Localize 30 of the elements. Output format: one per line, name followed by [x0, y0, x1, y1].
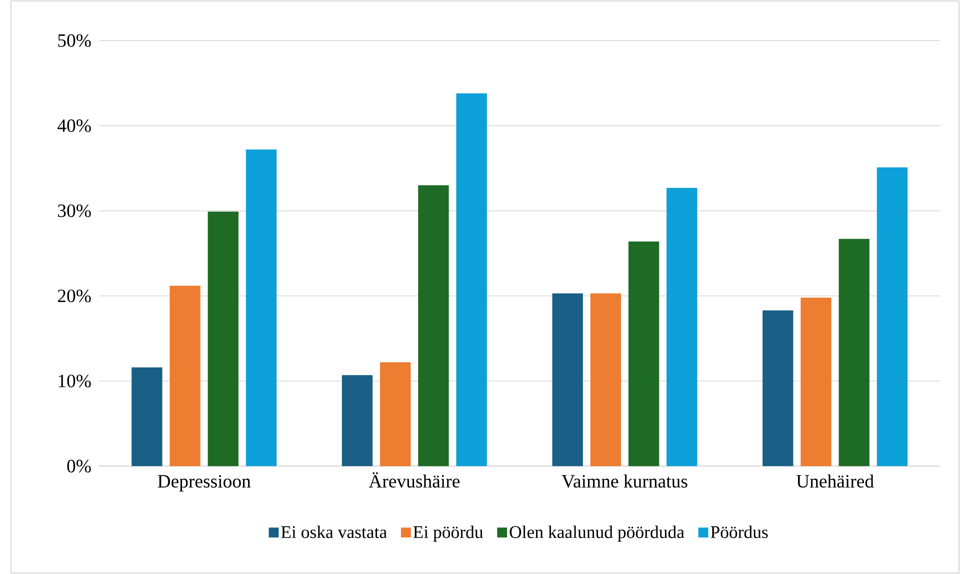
bar [418, 185, 449, 466]
bar [800, 298, 832, 466]
bar [456, 93, 487, 466]
bar [590, 293, 622, 466]
bar [246, 150, 277, 466]
y-tick-label: 20% [58, 290, 91, 302]
y-tick-label: 50% [58, 34, 91, 47]
y-tick-label: 40% [58, 119, 91, 132]
x-tick-label: Ärevushäire [368, 472, 460, 488]
legend-label: Ei oska vastata [281, 526, 387, 538]
bar [628, 241, 660, 466]
legend-label: Ei pöördu [413, 526, 483, 542]
bar [132, 367, 162, 466]
legend-label: Pöördus [710, 526, 768, 538]
bar [552, 293, 583, 466]
y-tick-label: 30% [58, 204, 91, 218]
x-tick-label: Unehäired [796, 474, 874, 488]
bar [666, 188, 698, 466]
bar [380, 362, 411, 466]
x-tick-label: Vaimne kurnatus [562, 474, 688, 488]
bar [838, 238, 870, 466]
bar [208, 212, 238, 466]
y-tick-label: 0% [67, 460, 91, 472]
bar [876, 167, 908, 466]
bar [762, 310, 794, 466]
x-tick-label: Depressioon [158, 475, 251, 492]
y-tick-label: 10% [58, 374, 91, 388]
bar [170, 286, 200, 466]
legend-label: Olen kaalunud pöörduda [510, 526, 684, 542]
bar [342, 375, 373, 466]
